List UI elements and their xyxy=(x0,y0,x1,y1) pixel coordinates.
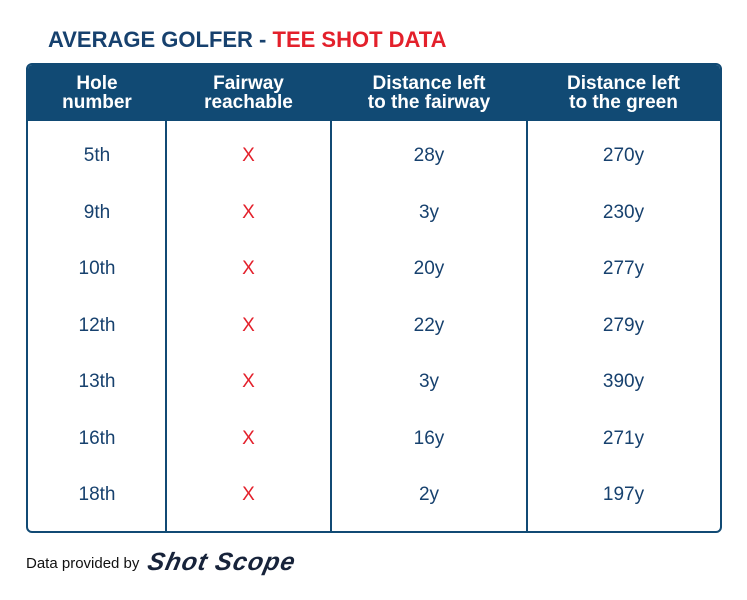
table-cell: 270y xyxy=(602,145,645,166)
table-cell: 13th xyxy=(78,371,116,392)
cross-mark: X xyxy=(242,258,255,279)
table-cell: 20y xyxy=(413,258,445,279)
header-line: number xyxy=(62,92,132,113)
table-cell: 28y xyxy=(413,145,445,166)
column-divider xyxy=(330,121,332,531)
table-cell: 3y xyxy=(418,201,440,223)
title-highlight: TEE SHOT DATA xyxy=(272,27,447,52)
table-cell: 2y xyxy=(418,484,440,505)
header-line: Distance left xyxy=(567,73,680,94)
cross-mark: X xyxy=(242,484,255,505)
table-cell: 197y xyxy=(602,484,645,505)
column-divider xyxy=(526,121,528,531)
cross-mark: X xyxy=(242,427,255,449)
header-line: to the green xyxy=(569,92,678,113)
table-cell: 271y xyxy=(602,427,645,449)
header-line: Distance left xyxy=(372,73,486,94)
table-cell: 230y xyxy=(602,201,645,223)
table-cell: 5th xyxy=(83,145,111,166)
header-line: to the fairway xyxy=(367,92,491,113)
cross-mark: X xyxy=(242,314,255,336)
table-cell: 18th xyxy=(78,484,116,505)
header-cell: Hole number xyxy=(28,65,166,121)
table-cell: 390y xyxy=(602,371,645,392)
table-header: Hole number Fairway reachable Distance left t… xyxy=(28,65,720,121)
cross-mark: X xyxy=(242,201,255,223)
title-main: AVERAGE GOLFER - xyxy=(48,27,273,52)
table: Hole number Fairway reachable Distance left t… xyxy=(26,63,722,533)
table-cell: 16th xyxy=(78,427,116,449)
column-divider xyxy=(165,121,167,531)
header-line: Fairway xyxy=(213,73,284,94)
cross-mark: X xyxy=(242,371,255,392)
header-cell: Distance left to the fairway xyxy=(331,65,527,121)
cross-mark: X xyxy=(242,145,255,166)
table-cell: 16y xyxy=(413,427,445,449)
table-cell: 279y xyxy=(602,314,645,336)
table-cell: 277y xyxy=(602,258,645,279)
table-cell: 22y xyxy=(413,314,445,336)
header-cell: Distance left to the green xyxy=(527,65,720,121)
title: AVERAGE GOLFER - TEE SHOT DATA xyxy=(48,27,446,53)
table-cell: 9th xyxy=(83,201,111,223)
header-cell: Fairway reachable xyxy=(166,65,331,121)
header-line: Hole xyxy=(76,73,118,94)
header-line: reachable xyxy=(204,92,293,113)
table-cell: 3y xyxy=(418,371,440,392)
table-cell: 10th xyxy=(78,258,116,279)
footer-text: Data provided by xyxy=(26,555,140,572)
table-cell: 12th xyxy=(78,314,116,336)
logo: Shot Scope xyxy=(145,548,299,576)
